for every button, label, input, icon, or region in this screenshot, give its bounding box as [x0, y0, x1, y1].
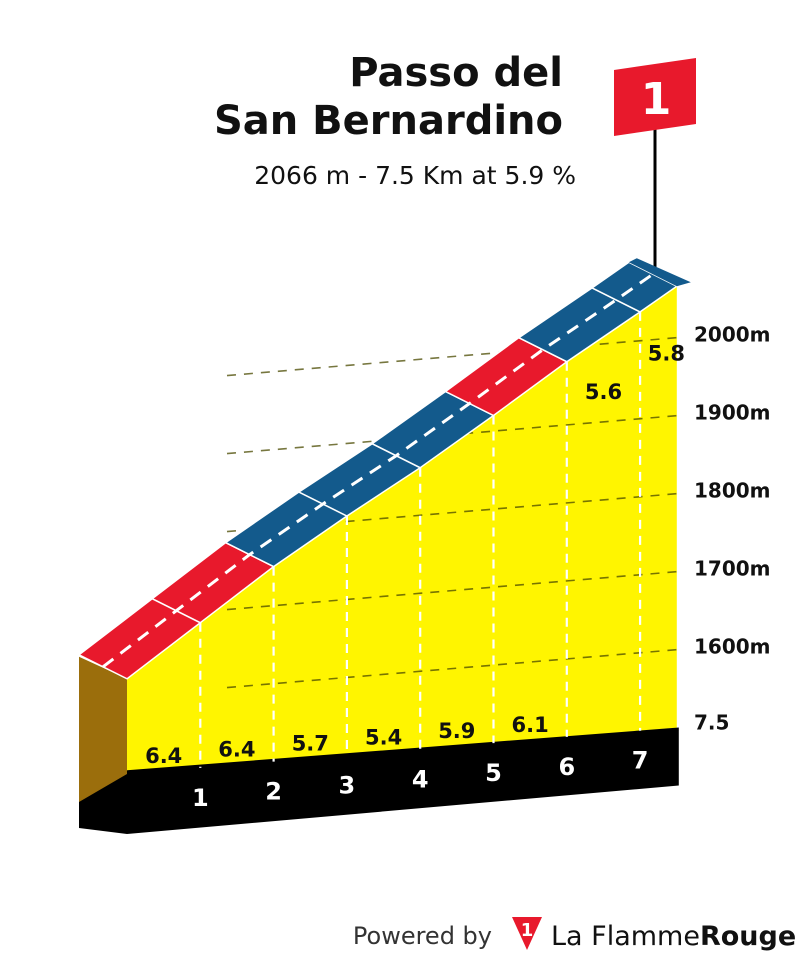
flamme-rouge-logo-icon — [512, 917, 542, 950]
gradient-label-km-4: 5.4 — [365, 725, 402, 749]
logo-number: 1 — [521, 920, 534, 941]
road-summit-cap — [628, 258, 691, 287]
summit-flag — [614, 58, 696, 136]
chart-title-line-2: San Bernardino — [214, 98, 563, 144]
profile-start-side — [79, 656, 127, 802]
brand-prefix: La Flamme — [551, 921, 700, 952]
altitude-labels: 1600m 1700m 1800m 1900m 2000m 7.5 — [694, 323, 771, 735]
gridline-1600 — [226, 648, 677, 689]
gridline-1700 — [226, 570, 677, 611]
chart-title-line-1: Passo del — [349, 50, 563, 96]
profile-body — [79, 286, 679, 834]
gradient-label-km-7: 5.6 — [585, 380, 622, 404]
footer-brand: La FlammeRouge — [551, 921, 796, 952]
summit-flag-number: 1 — [641, 74, 672, 125]
km-label-6: 6 — [558, 753, 575, 781]
distance-end-label: 7.5 — [694, 711, 729, 735]
km-label-5: 5 — [485, 759, 502, 787]
altitude-label-1700: 1700m — [694, 557, 771, 581]
km-label-1: 1 — [192, 784, 209, 812]
altitude-label-1600: 1600m — [694, 635, 771, 659]
km-label-2: 2 — [265, 778, 282, 806]
gradient-label-km-5: 5.9 — [438, 719, 475, 743]
km-labels: 1 2 3 4 5 6 7 — [192, 747, 649, 812]
gradient-label-km-8: 5.8 — [648, 341, 685, 365]
gradient-labels: 6.4 6.4 5.7 5.4 5.9 6.1 5.6 5.8 — [145, 341, 685, 768]
road-center-line — [102, 272, 654, 668]
km-label-4: 4 — [412, 765, 429, 793]
footer-powered-by: Powered by — [353, 922, 492, 950]
gradient-label-km-2: 6.4 — [218, 738, 255, 762]
profile-front-face — [127, 286, 677, 774]
chart-subtitle: 2066 m - 7.5 Km at 5.9 % — [254, 161, 576, 190]
altitude-label-1800: 1800m — [694, 479, 771, 503]
road-center-dashes — [102, 272, 654, 668]
brand-suffix: Rouge — [700, 921, 796, 952]
altitude-label-2000: 2000m — [694, 323, 771, 347]
altitude-label-1900: 1900m — [694, 401, 771, 425]
gradient-label-km-1: 6.4 — [145, 744, 182, 768]
gridline-2000 — [226, 336, 677, 377]
gradient-label-km-6: 6.1 — [511, 713, 548, 737]
km-separators — [199, 311, 642, 768]
gradient-label-km-3: 5.7 — [292, 732, 329, 756]
km-label-3: 3 — [339, 772, 356, 800]
km-label-7: 7 — [632, 747, 649, 775]
base-band — [79, 727, 679, 834]
